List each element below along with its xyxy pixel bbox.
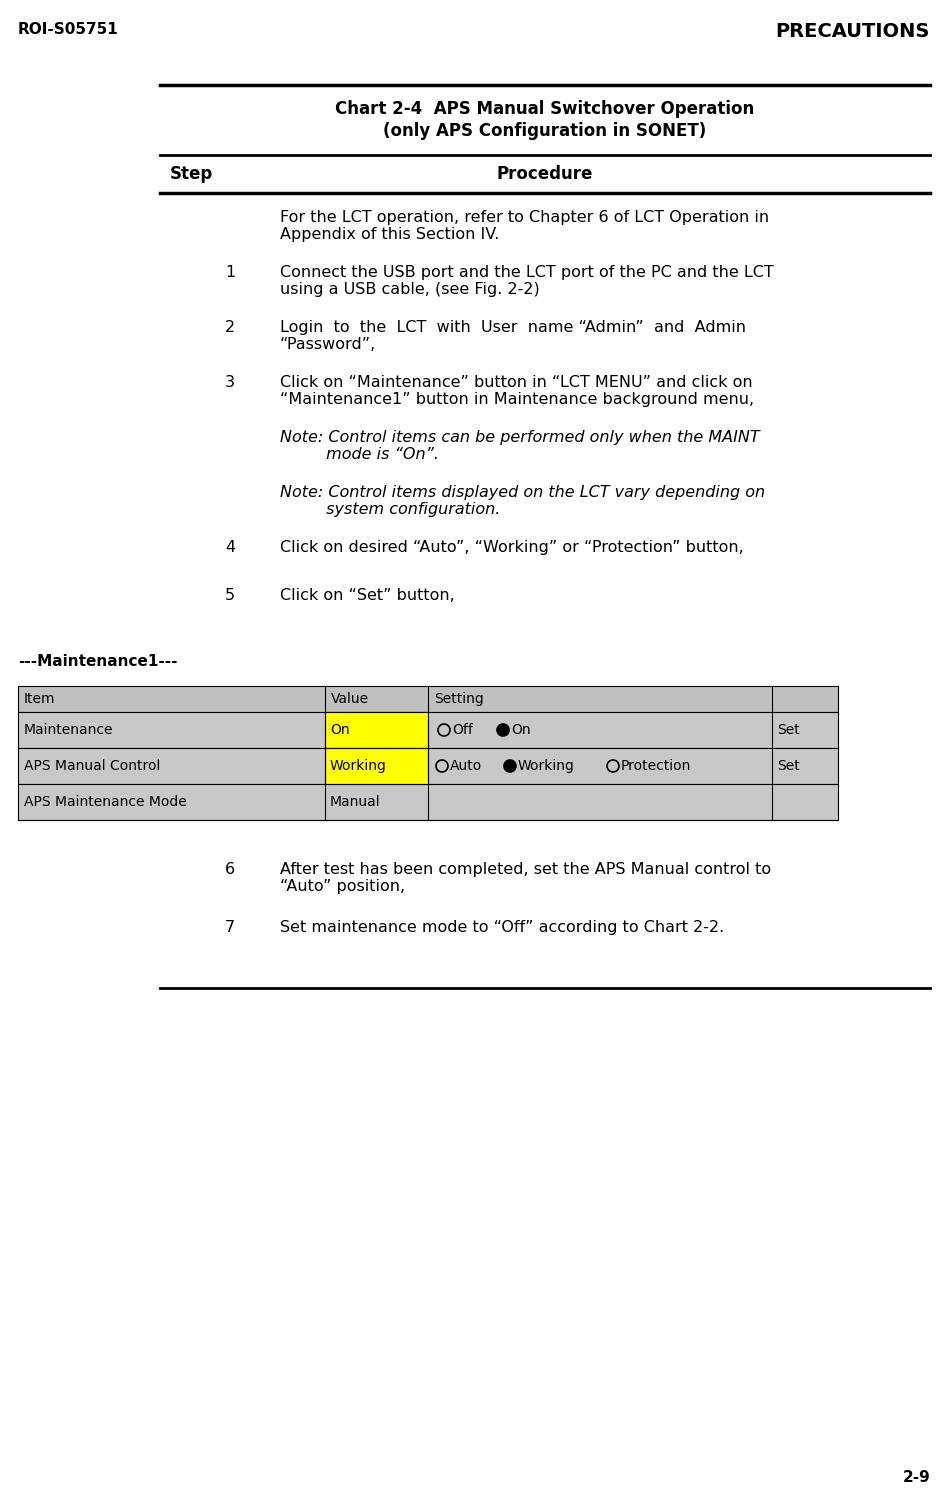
Bar: [18, 748, 838, 785]
Text: Click on “Set” button,: Click on “Set” button,: [280, 588, 455, 603]
Text: Protection: Protection: [621, 759, 691, 773]
Bar: [325, 748, 428, 785]
Text: Procedure: Procedure: [497, 165, 593, 183]
Text: Note: Control items displayed on the LCT vary depending on
         system confi: Note: Control items displayed on the LCT…: [280, 485, 765, 517]
Text: 1: 1: [225, 265, 235, 280]
Text: On: On: [330, 723, 349, 736]
Bar: [18, 685, 838, 712]
Text: ---Maintenance1---: ---Maintenance1---: [18, 654, 177, 669]
Text: Auto: Auto: [450, 759, 482, 773]
Text: APS Maintenance Mode: APS Maintenance Mode: [24, 795, 187, 809]
Text: Item: Item: [24, 691, 56, 706]
Text: ROI-S05751: ROI-S05751: [18, 23, 118, 38]
Text: Chart 2-4  APS Manual Switchover Operation: Chart 2-4 APS Manual Switchover Operatio…: [335, 101, 755, 119]
Text: 6: 6: [225, 863, 235, 876]
Text: 2-9: 2-9: [902, 1470, 930, 1485]
Circle shape: [497, 724, 509, 736]
Text: On: On: [511, 723, 530, 736]
Text: 3: 3: [225, 376, 235, 389]
Text: Click on “Maintenance” button in “LCT MENU” and click on
“Maintenance1” button i: Click on “Maintenance” button in “LCT ME…: [280, 376, 754, 407]
Text: 4: 4: [225, 540, 235, 555]
Text: Login  to  the  LCT  with  User  name “Admin”  and  Admin
“Password”,: Login to the LCT with User name “Admin” …: [280, 320, 746, 352]
Text: 2: 2: [225, 320, 235, 335]
Text: PRECAUTIONS: PRECAUTIONS: [776, 23, 930, 41]
Text: Maintenance: Maintenance: [24, 723, 114, 736]
Bar: [18, 712, 838, 748]
Text: Set: Set: [777, 759, 800, 773]
Bar: [18, 785, 838, 821]
Text: For the LCT operation, refer to Chapter 6 of LCT Operation in
Appendix of this S: For the LCT operation, refer to Chapter …: [280, 210, 769, 242]
Text: Working: Working: [518, 759, 575, 773]
Text: Setting: Setting: [434, 691, 484, 706]
Text: 5: 5: [225, 588, 235, 603]
Text: Click on desired “Auto”, “Working” or “Protection” button,: Click on desired “Auto”, “Working” or “P…: [280, 540, 743, 555]
Text: Manual: Manual: [330, 795, 381, 809]
Text: Set: Set: [777, 723, 800, 736]
Text: Off: Off: [452, 723, 473, 736]
Text: Working: Working: [330, 759, 387, 773]
Text: Set maintenance mode to “Off” according to Chart 2-2.: Set maintenance mode to “Off” according …: [280, 920, 724, 935]
Text: Connect the USB port and the LCT port of the PC and the LCT
using a USB cable, (: Connect the USB port and the LCT port of…: [280, 265, 774, 298]
Text: Step: Step: [170, 165, 213, 183]
Text: Note: Control items can be performed only when the MAINT
         mode is “On”.: Note: Control items can be performed onl…: [280, 430, 759, 463]
Bar: [325, 712, 428, 748]
Text: (only APS Configuration in SONET): (only APS Configuration in SONET): [384, 122, 706, 140]
Circle shape: [504, 761, 516, 773]
Text: APS Manual Control: APS Manual Control: [24, 759, 160, 773]
Text: Value: Value: [331, 691, 369, 706]
Text: After test has been completed, set the APS Manual control to
“Auto” position,: After test has been completed, set the A…: [280, 863, 771, 894]
Text: 7: 7: [225, 920, 235, 935]
